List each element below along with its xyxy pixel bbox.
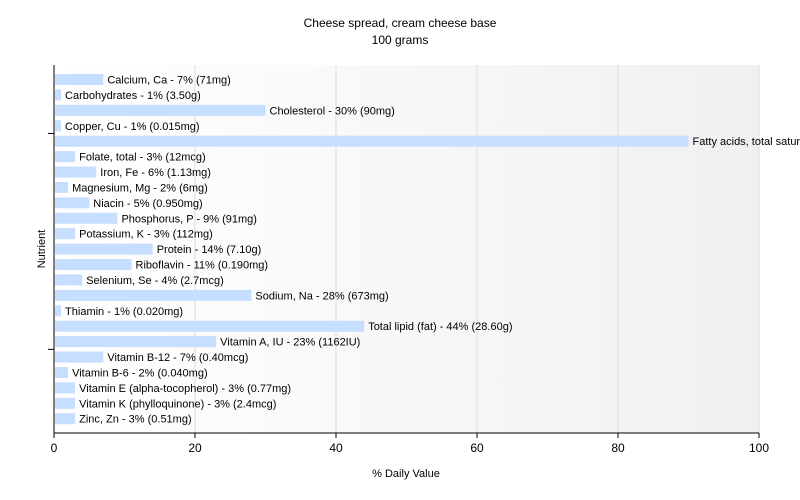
bar <box>55 243 153 255</box>
y-axis-title: Nutrient <box>36 230 48 269</box>
bar <box>55 104 266 116</box>
x-tick-label: 80 <box>611 441 625 455</box>
bar-label: Vitamin K (phylloquinone) - 3% (2.4mcg) <box>79 398 276 410</box>
bar-label: Sodium, Na - 28% (673mg) <box>255 290 388 302</box>
bar-label: Folate, total - 3% (12mcg) <box>79 152 206 164</box>
bar <box>55 197 90 209</box>
x-tick-label: 40 <box>329 441 343 455</box>
bar <box>55 120 62 132</box>
chart-subtitle: 100 grams <box>371 33 429 47</box>
bar-label: Fatty acids, total saturated - 90% (18.0… <box>693 136 800 148</box>
bar-label: Protein - 14% (7.10g) <box>157 244 262 256</box>
bar-label: Zinc, Zn - 3% (0.51mg) <box>79 414 191 426</box>
bar <box>55 320 365 332</box>
bar <box>55 228 76 240</box>
bar <box>55 166 97 178</box>
bar <box>55 366 69 378</box>
bar-label: Carbohydrates - 1% (3.50g) <box>65 90 201 102</box>
bar <box>55 89 62 101</box>
bar-label: Riboflavin - 11% (0.190mg) <box>136 260 268 272</box>
plot-area <box>54 65 759 433</box>
bar <box>55 259 132 271</box>
bar <box>55 151 76 163</box>
bar <box>55 212 118 224</box>
bar <box>55 413 76 425</box>
bar-label: Vitamin E (alpha-tocopherol) - 3% (0.77m… <box>79 383 291 395</box>
bar-label: Niacin - 5% (0.950mg) <box>93 198 202 210</box>
bar <box>55 336 217 348</box>
bar-label: Potassium, K - 3% (112mg) <box>79 229 213 241</box>
bar-label: Iron, Fe - 6% (1.13mg) <box>100 167 211 179</box>
bar <box>55 274 83 286</box>
chart-title: Cheese spread, cream cheese base <box>303 16 497 30</box>
bar <box>55 382 76 394</box>
axes <box>48 65 760 438</box>
gridlines <box>194 65 760 433</box>
bar-label: Selenium, Se - 4% (2.7mcg) <box>86 275 224 287</box>
bar <box>55 397 76 409</box>
x-axis-title: % Daily Value <box>372 468 440 480</box>
bars <box>55 74 689 425</box>
bar <box>55 289 252 301</box>
bar-label: Vitamin B-6 - 2% (0.040mg) <box>72 367 208 379</box>
bar <box>55 74 104 85</box>
bar-label: Calcium, Ca - 7% (71mg) <box>107 75 230 87</box>
x-tick-label: 60 <box>470 441 484 455</box>
bar-label: Vitamin A, IU - 23% (1162IU) <box>220 337 360 349</box>
x-tick-labels: 0 20 40 60 80 100 <box>51 441 770 455</box>
bar <box>55 181 69 193</box>
bar-label: Cholesterol - 30% (90mg) <box>270 105 395 117</box>
x-tick-label: 100 <box>749 441 769 455</box>
bar <box>55 351 104 363</box>
bar-label: Phosphorus, P - 9% (91mg) <box>121 213 257 225</box>
bar-label: Total lipid (fat) - 44% (28.60g) <box>368 321 512 333</box>
bar-label: Thiamin - 1% (0.020mg) <box>65 306 183 318</box>
bar-labels: Calcium, Ca - 7% (71mg) Carbohydrates - 1… <box>65 75 800 426</box>
bar-label: Copper, Cu - 1% (0.015mg) <box>65 121 200 133</box>
bar-label: Magnesium, Mg - 2% (6mg) <box>72 182 208 194</box>
bar <box>55 305 62 317</box>
bar-label: Vitamin B-12 - 7% (0.40mcg) <box>107 352 248 364</box>
bar <box>55 135 689 147</box>
x-tick-label: 20 <box>188 441 202 455</box>
x-tick-label: 0 <box>51 441 58 455</box>
